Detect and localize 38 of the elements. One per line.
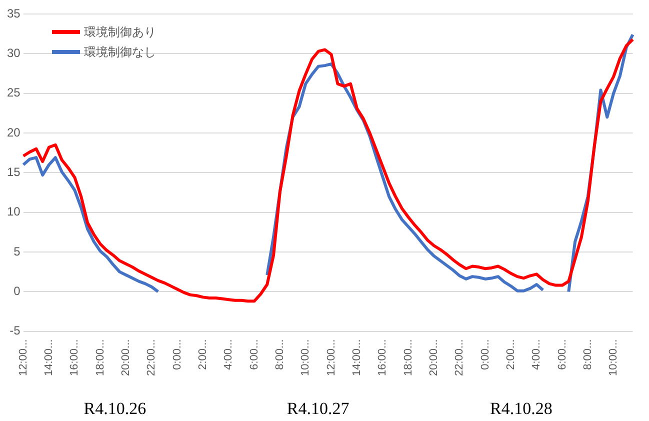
y-tick-label: 30 bbox=[6, 46, 21, 60]
x-tick-label: 18:00... bbox=[402, 339, 414, 376]
x-tick-label: 10:00... bbox=[608, 339, 620, 376]
y-tick-label: 5 bbox=[14, 244, 21, 258]
y-tick-label: -5 bbox=[10, 324, 21, 338]
x-tick-label: 14:00... bbox=[43, 339, 56, 376]
legend-label: 環境制御なし bbox=[84, 44, 156, 60]
x-tick-label: 14:00... bbox=[350, 339, 363, 376]
x-tick-label: 16:00... bbox=[376, 339, 389, 376]
x-tick-label: 22:00... bbox=[146, 339, 158, 376]
text: R4.10.28 bbox=[490, 399, 552, 418]
legend-label: 環境制御あり bbox=[84, 24, 156, 40]
x-tick-label: 12:00... bbox=[17, 339, 30, 376]
x-tick-label: 0:00... bbox=[171, 339, 184, 370]
x-tick-label: 8:00... bbox=[582, 339, 594, 370]
x-tick-label: 20:00... bbox=[120, 339, 132, 376]
x-tick-label: 22:00... bbox=[454, 339, 466, 376]
text: R4.10.26 bbox=[84, 399, 146, 418]
x-tick-label: 10:00... bbox=[300, 339, 312, 376]
x-tick-label: 18:00... bbox=[94, 339, 106, 376]
x-tick-label: 4:00... bbox=[530, 339, 543, 370]
x-tick-label: 8:00... bbox=[274, 339, 286, 370]
x-tick-label: 16:00... bbox=[68, 339, 81, 376]
x-tick-label: 0:00... bbox=[479, 339, 492, 370]
x-tick-label: 6:00... bbox=[556, 339, 568, 370]
y-tick-label: 35 bbox=[6, 6, 21, 20]
x-tick-label: 12:00... bbox=[325, 339, 338, 376]
y-tick-label: 15 bbox=[6, 164, 21, 179]
x-tick-label: 2:00... bbox=[197, 339, 210, 370]
text: R4.10.27 bbox=[286, 399, 350, 418]
x-tick-label: 20:00... bbox=[428, 339, 440, 376]
x-tick-label: 2:00... bbox=[504, 339, 517, 370]
y-tick-label: 20 bbox=[6, 125, 21, 140]
x-tick-label: 6:00... bbox=[248, 339, 260, 370]
y-tick-label: 10 bbox=[6, 204, 21, 219]
y-tick-label: 0 bbox=[14, 284, 21, 298]
x-tick-label: 4:00... bbox=[222, 339, 235, 370]
y-tick-label: 25 bbox=[6, 86, 21, 100]
